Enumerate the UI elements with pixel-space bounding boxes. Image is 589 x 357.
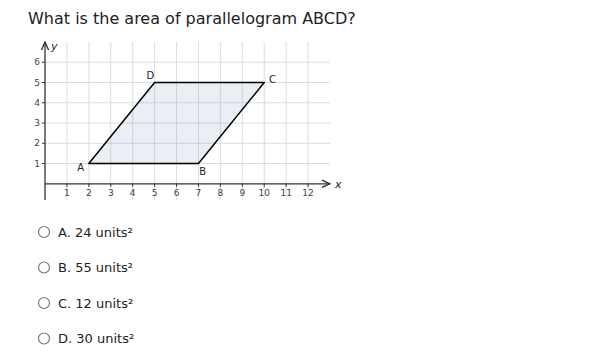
choice: B. 55 units² (58, 260, 133, 275)
tick-label: 1 (64, 188, 70, 198)
tick (42, 163, 45, 164)
tick-label: 12 (302, 188, 313, 198)
vertex-label: A (77, 162, 84, 173)
chart: What is the area of parallelogram ABCD? 1… (0, 0, 589, 357)
tick (220, 184, 221, 187)
grid (45, 42, 330, 200)
tick-label: 8 (218, 188, 224, 198)
tick (42, 62, 45, 63)
radio (39, 298, 50, 309)
tick-label: 4 (34, 98, 40, 108)
tick (132, 184, 133, 187)
choice: C. 12 units² (58, 296, 133, 311)
axis-label: x (334, 178, 342, 191)
grid-line (242, 42, 243, 200)
tick-label: 6 (174, 188, 180, 198)
grid-line (264, 42, 265, 200)
tick-label: 3 (108, 188, 114, 198)
radio (39, 227, 50, 238)
plot-area (89, 83, 264, 164)
vertex-label: B (199, 166, 206, 177)
tick (110, 184, 111, 187)
tick-label: 3 (34, 118, 40, 128)
tick (308, 184, 309, 187)
tick-label: 1 (34, 159, 40, 169)
vertex-label: C (269, 74, 276, 85)
tick (242, 184, 243, 187)
tick (42, 123, 45, 124)
tick (66, 184, 67, 187)
tick-label: 5 (34, 78, 40, 88)
grid-line (308, 42, 309, 200)
vertex-label: D (146, 70, 154, 81)
tick (42, 82, 45, 83)
grid-line (45, 62, 330, 63)
x-axis (45, 183, 330, 184)
tick (264, 184, 265, 187)
tick-label: 4 (130, 188, 136, 198)
grid-line (88, 42, 89, 200)
tick (42, 143, 45, 144)
grid-line (110, 42, 111, 200)
tick (88, 184, 89, 187)
choice: D. 30 units² (58, 331, 134, 346)
tick-label: 7 (196, 188, 202, 198)
choice: A. 24 units² (58, 225, 133, 240)
radio (39, 333, 50, 344)
tick (154, 184, 155, 187)
grid-line (286, 42, 287, 200)
y-axis (44, 42, 45, 200)
axis-label: y (50, 40, 58, 53)
tick-label: 11 (280, 188, 291, 198)
tick-label: 9 (239, 188, 245, 198)
tick (198, 184, 199, 187)
title: What is the area of parallelogram ABCD? (28, 9, 356, 28)
radio (39, 262, 50, 273)
parallelogram (89, 83, 264, 164)
tick-label: 2 (34, 138, 40, 148)
tick (176, 184, 177, 187)
tick-label: 5 (152, 188, 158, 198)
tick (42, 102, 45, 103)
tick (286, 184, 287, 187)
tick-label: 2 (86, 188, 92, 198)
tick-label: 10 (259, 188, 271, 198)
grid-line (66, 42, 67, 200)
tick-label: 6 (34, 57, 40, 67)
